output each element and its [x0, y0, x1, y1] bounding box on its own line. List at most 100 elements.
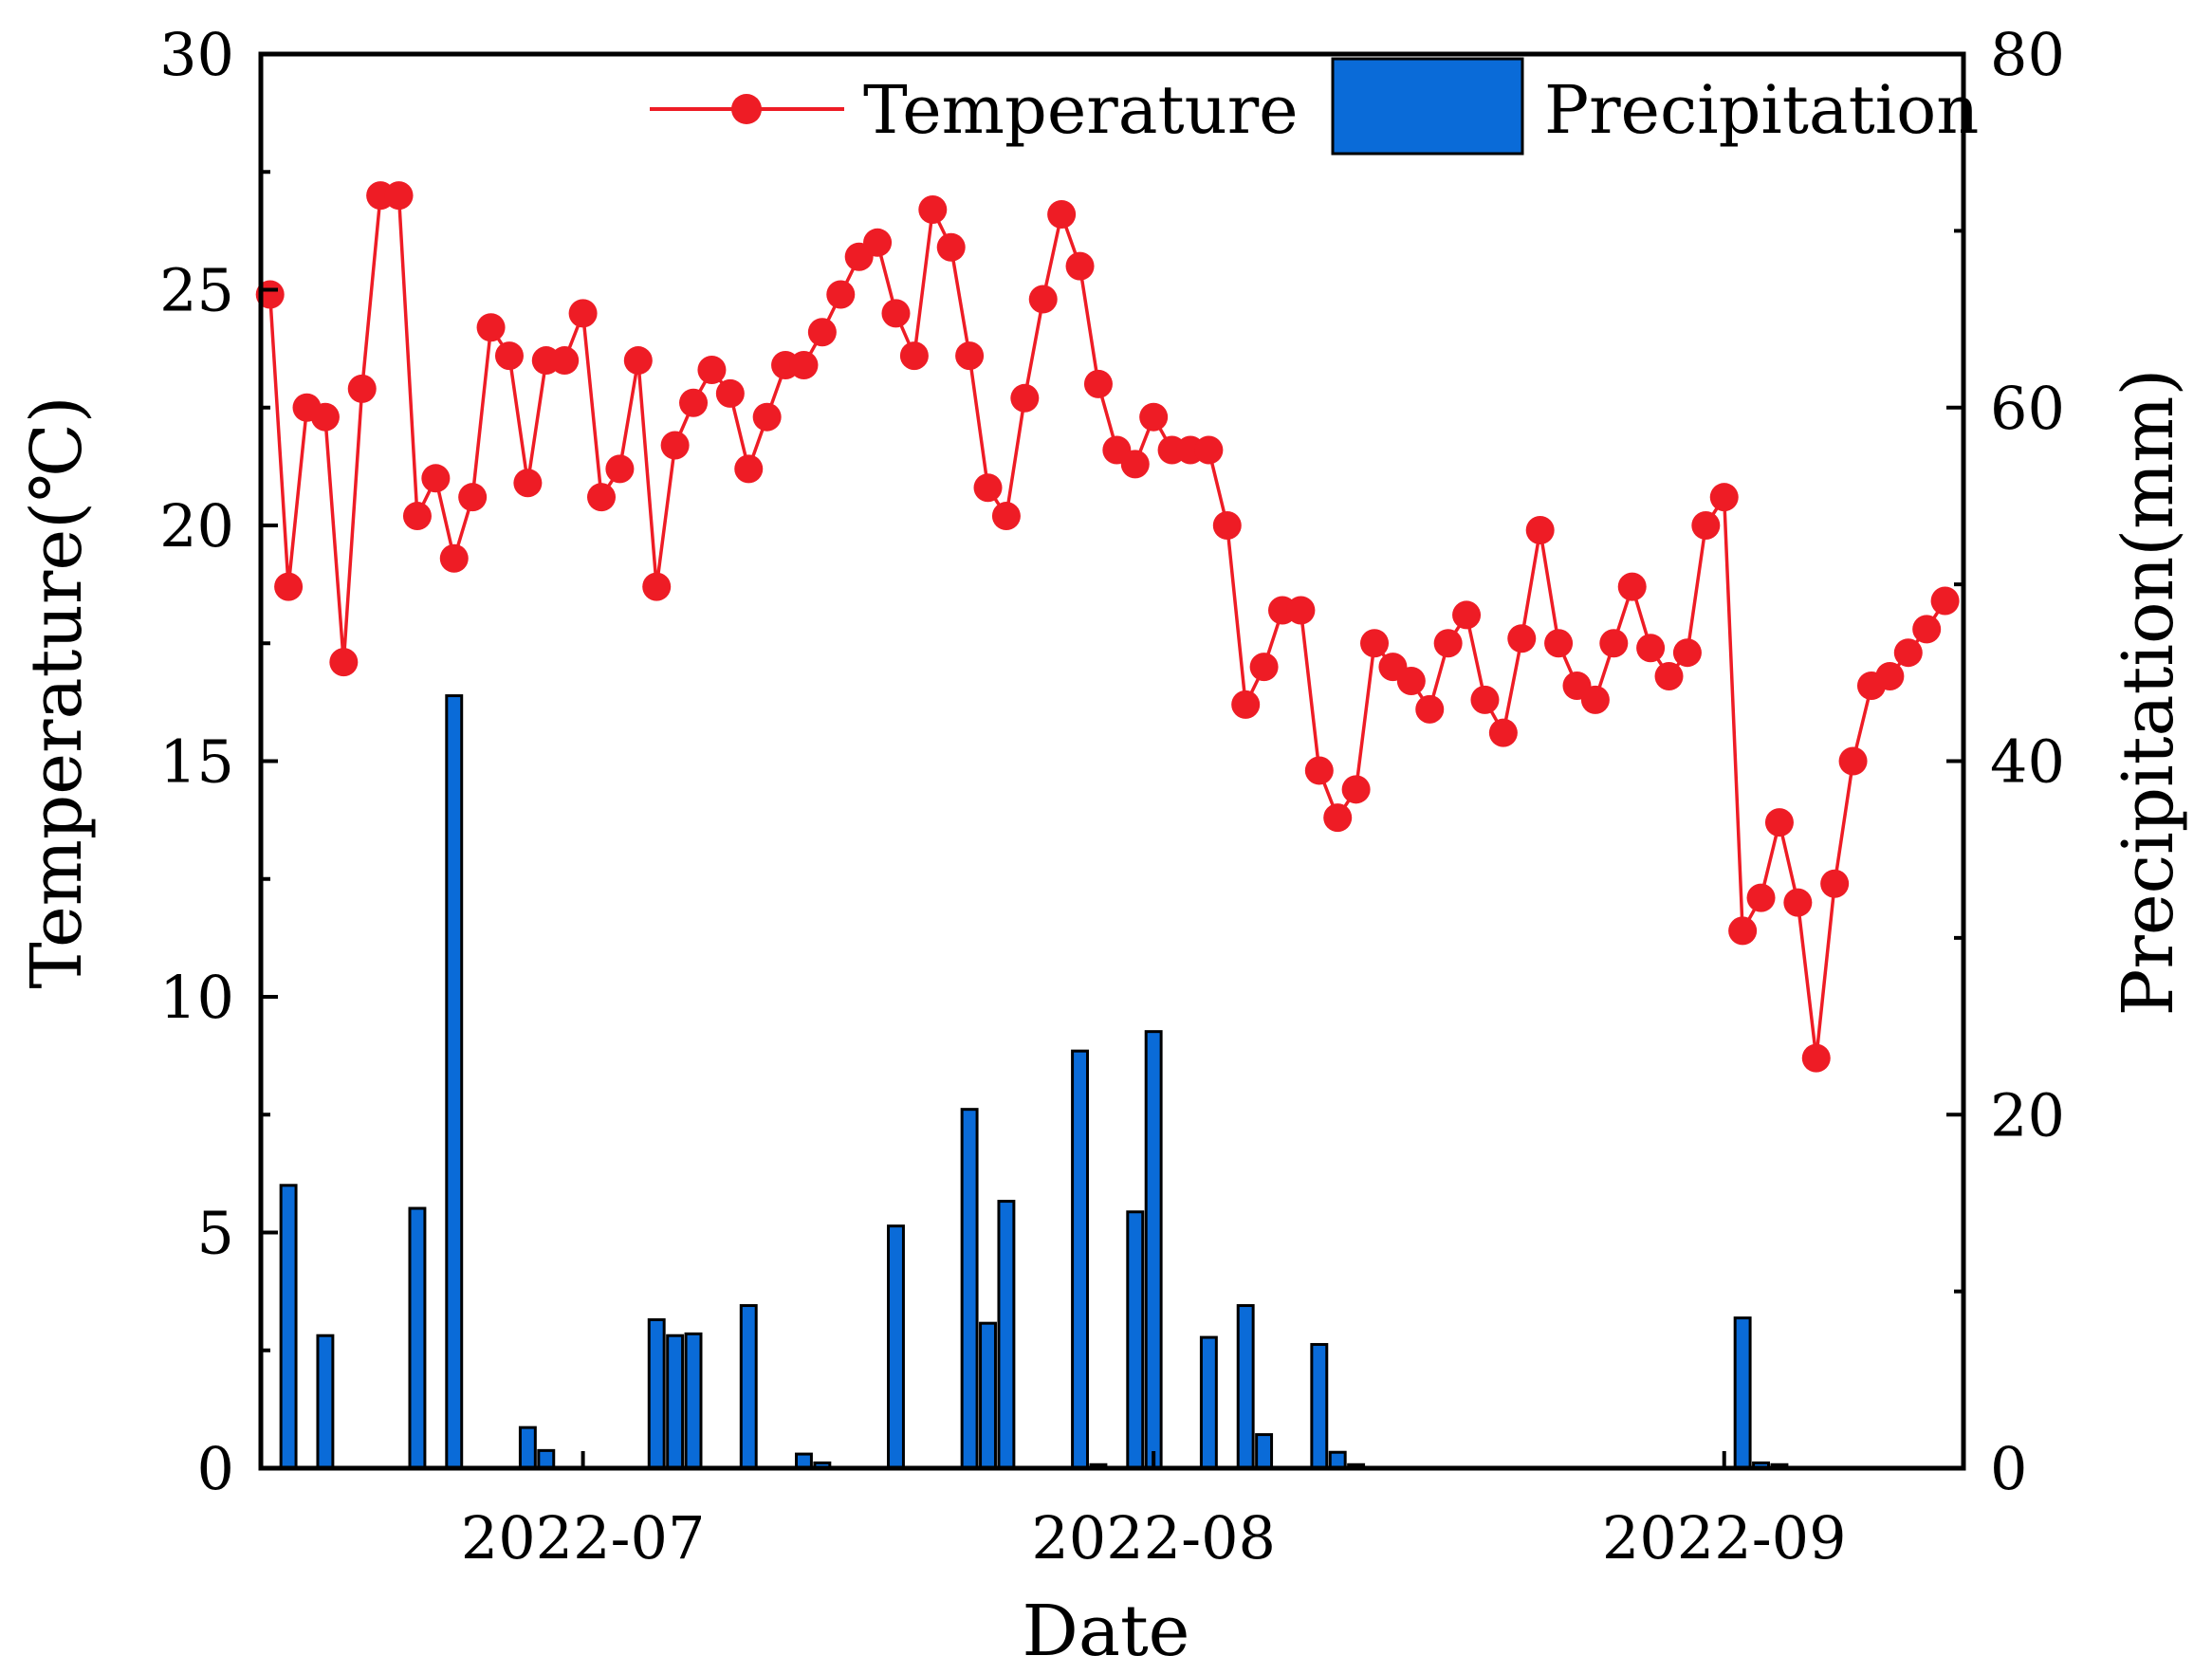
temperature-point: [1028, 285, 1058, 314]
left-tick-label: 20: [159, 491, 234, 561]
temperature-series: [255, 181, 1960, 1073]
temperature-point: [1672, 638, 1702, 668]
temperature-point: [402, 502, 432, 531]
legend-precipitation-swatch: [1331, 57, 1524, 156]
legend-temperature-label: Temperature: [863, 71, 1299, 149]
temperature-point: [310, 402, 340, 432]
temperature-point: [1507, 624, 1537, 653]
left-tick-label: 30: [159, 20, 234, 89]
temperature-point: [1783, 888, 1813, 917]
precipitation-bar: [887, 1224, 905, 1470]
x-tick-label: 2022-08: [1031, 1503, 1276, 1573]
x-axis: 2022-07 2022-08 2022-09: [461, 1451, 1847, 1573]
temperature-point: [955, 341, 985, 371]
temperature-point: [1525, 515, 1555, 544]
temperature-point: [347, 374, 377, 403]
temperature-point: [715, 378, 745, 408]
temperature-point: [1875, 662, 1905, 691]
temperature-point: [642, 572, 672, 601]
legend-precipitation-label: Precipitation: [1544, 71, 1979, 149]
right-y-axis-title: Precipitation(mm): [2108, 369, 2189, 1017]
temperature-point: [1801, 1043, 1831, 1073]
temperature-point: [587, 483, 616, 512]
temperature-point: [476, 313, 506, 342]
x-axis-title: Date: [1023, 1591, 1190, 1672]
temperature-point: [973, 473, 1003, 503]
precipitation-bar: [316, 1334, 335, 1470]
precipitation-bar: [518, 1426, 537, 1470]
temperature-point: [1599, 629, 1629, 658]
temperature-point: [623, 346, 653, 376]
temperature-point: [697, 355, 727, 384]
temperature-point: [421, 464, 451, 493]
precipitation-bar: [1071, 1049, 1089, 1470]
precipitation-bar: [537, 1448, 556, 1470]
temperature-point: [679, 388, 709, 417]
temperature-point: [1544, 629, 1574, 658]
precipitation-bar: [279, 1184, 298, 1470]
precipitation-bar: [666, 1334, 685, 1470]
temperature-point: [1691, 511, 1721, 540]
temperature-point: [1893, 638, 1923, 668]
temperature-point: [605, 454, 635, 484]
temperature-point: [1139, 402, 1169, 432]
right-tick-label: 40: [1990, 727, 2065, 797]
temperature-point: [1065, 251, 1095, 281]
temperature-point: [1820, 869, 1850, 898]
temperature-point: [568, 299, 598, 328]
x-tick-label: 2022-07: [461, 1503, 706, 1573]
temperature-point: [1341, 775, 1371, 804]
temperature-point: [1728, 916, 1758, 946]
precipitation-bar: [1126, 1210, 1145, 1470]
temperature-point: [1396, 667, 1426, 696]
temperature-point: [752, 402, 782, 432]
left-tick-label: 0: [197, 1434, 234, 1503]
temperature-point: [1617, 572, 1647, 601]
temperature-point: [1709, 483, 1739, 512]
temperature-point: [329, 648, 359, 677]
left-y-axis-title: Temperature(℃): [16, 396, 98, 988]
temperature-point: [734, 454, 764, 484]
temperature-point: [1194, 435, 1224, 465]
precipitation-bar: [647, 1317, 666, 1470]
temperature-point: [1470, 685, 1500, 714]
temperature-point: [899, 341, 929, 371]
temperature-point: [458, 483, 488, 512]
axes: [258, 51, 1966, 1471]
precipitation-bar: [739, 1304, 758, 1470]
temperature-point: [550, 346, 580, 376]
right-tick-label: 60: [1990, 374, 2065, 443]
temperature-point: [826, 280, 856, 309]
left-tick-label: 5: [197, 1199, 234, 1268]
temperature-point: [1415, 694, 1445, 724]
plot-frame: [258, 51, 1966, 1471]
left-tick-label: 15: [159, 727, 234, 797]
legend: Temperature Precipitation: [650, 57, 1979, 156]
temperature-point: [513, 469, 543, 498]
temperature-point: [936, 232, 966, 262]
temperature-point: [1580, 685, 1610, 714]
temperature-point: [1047, 199, 1077, 229]
temperature-point: [1249, 653, 1279, 682]
precipitation-bars: [279, 694, 1789, 1470]
precipitation-bar: [960, 1108, 979, 1470]
temperature-point: [1083, 369, 1113, 398]
temperature-point: [789, 351, 819, 380]
temperature-point: [274, 572, 304, 601]
temperature-point: [1231, 690, 1261, 719]
temperature-point: [881, 299, 911, 328]
temperature-point: [1120, 450, 1150, 479]
temperature-point: [1654, 662, 1684, 691]
temperature-line: [267, 193, 1947, 1058]
left-y-axis: 0 5 10 15 20 25 30: [159, 20, 278, 1503]
right-tick-label: 0: [1990, 1434, 2027, 1503]
precipitation-bar: [684, 1332, 703, 1470]
temperature-point: [1360, 629, 1390, 658]
temperature-point: [1838, 746, 1868, 776]
temperature-point: [1764, 808, 1794, 837]
precipitation-bar: [408, 1206, 427, 1470]
precipitation-bar: [445, 694, 464, 1470]
temperature-point: [1304, 756, 1334, 785]
precipitation-bar: [1310, 1343, 1329, 1470]
